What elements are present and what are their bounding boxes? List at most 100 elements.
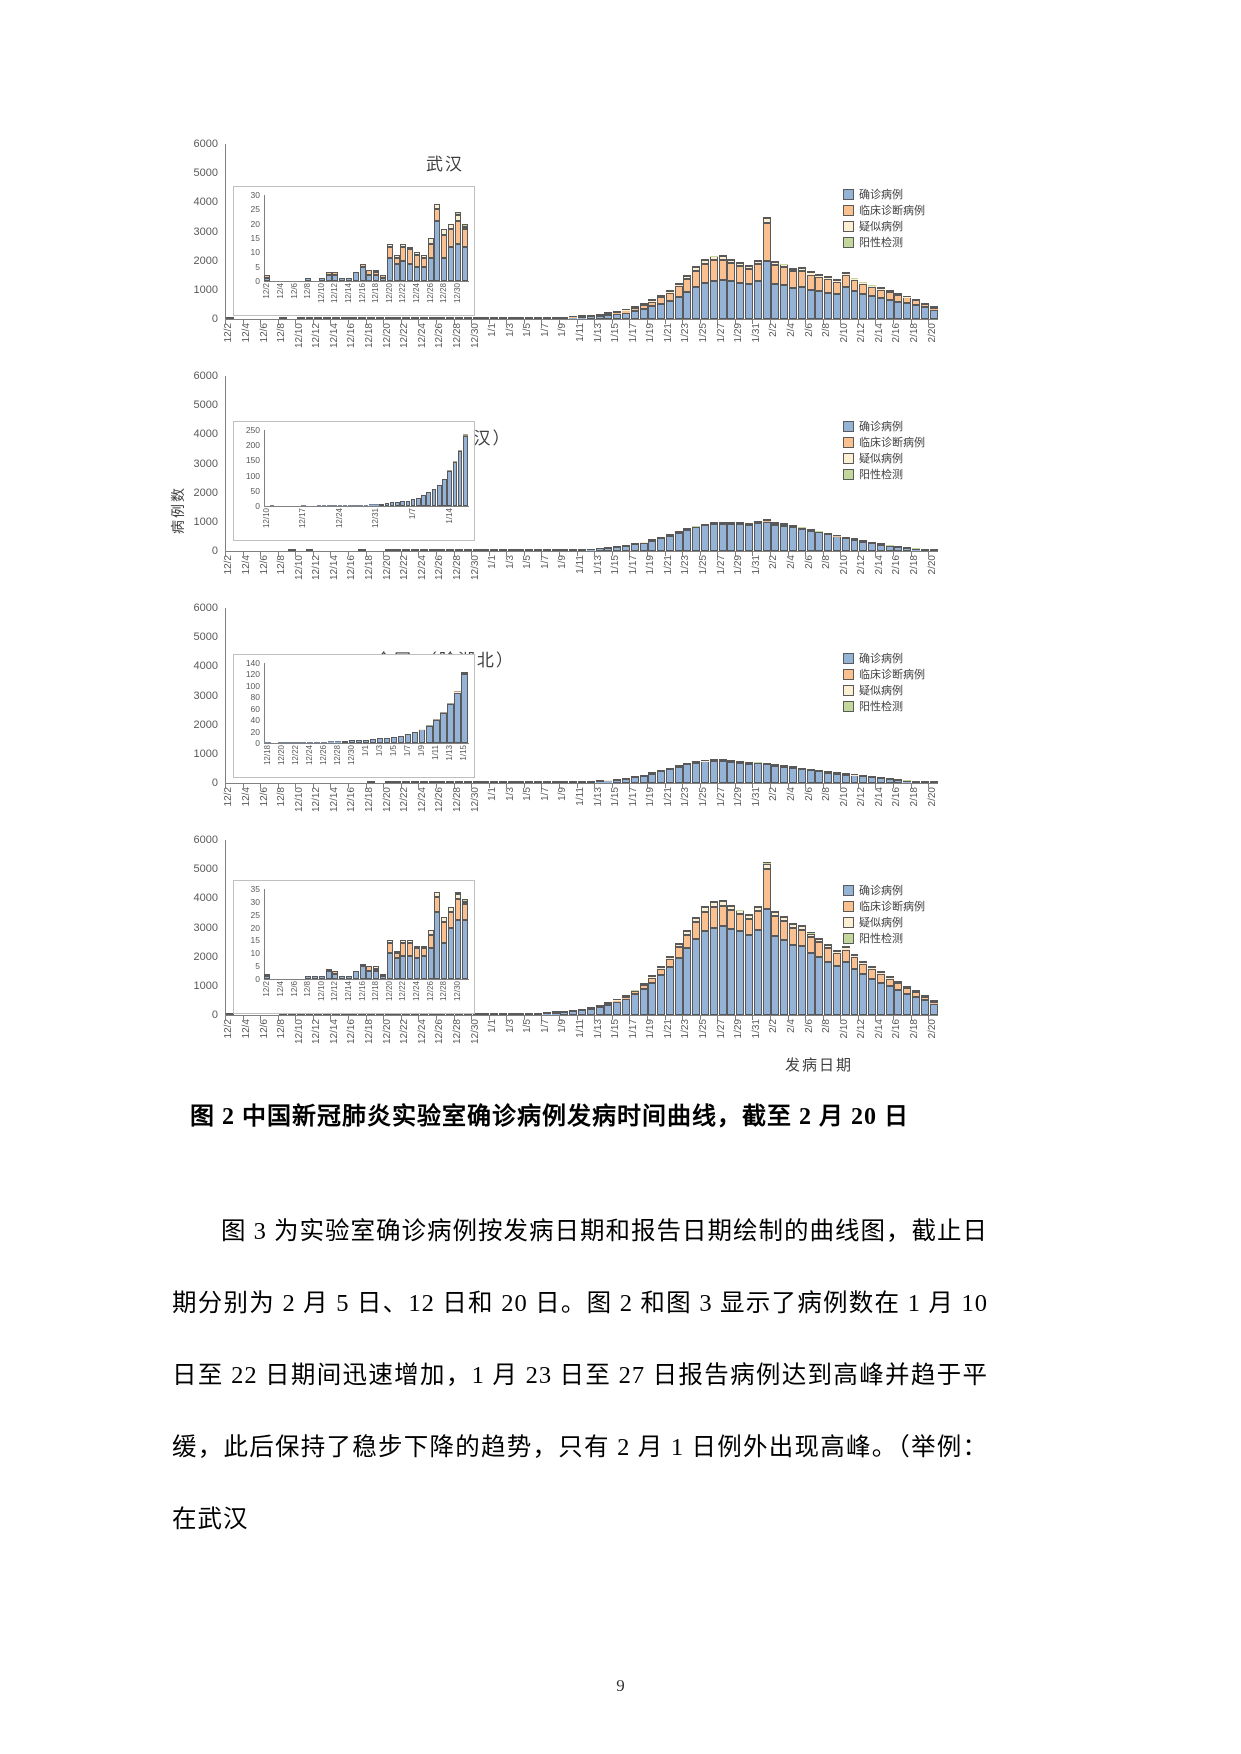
inset-bar-segment — [413, 958, 421, 979]
bar-segment — [753, 906, 762, 908]
bar — [384, 1013, 393, 1015]
bar-segment — [621, 777, 630, 779]
bar — [578, 781, 586, 783]
bar — [516, 1013, 525, 1015]
bar-segment — [709, 260, 718, 281]
bar-segment — [841, 961, 850, 1015]
inset-bar-segment — [358, 505, 364, 506]
bar — [454, 1013, 463, 1015]
bar — [446, 549, 455, 551]
bar-segment — [832, 949, 841, 951]
bar — [419, 549, 428, 551]
x-tick — [348, 320, 350, 324]
bar-segment — [621, 312, 630, 319]
bar-segment — [727, 522, 736, 524]
bar-segment — [551, 1011, 560, 1013]
x-tick-label: 1/15 — [610, 787, 622, 807]
x-tick — [805, 552, 807, 556]
bar — [542, 317, 551, 319]
inset-bar-segment — [441, 943, 448, 979]
x-tick — [822, 552, 824, 556]
legend-label: 阳性检测 — [859, 237, 903, 249]
bar-segment — [903, 987, 912, 994]
inset-bar-segment — [427, 258, 434, 281]
inset-bar-segment — [313, 741, 320, 743]
inset-x-tick-label: 12/30 — [452, 981, 462, 1002]
inset-bar-segment — [461, 226, 468, 230]
x-tick — [734, 784, 736, 788]
bar — [507, 781, 516, 783]
inset-bar-segment — [420, 255, 427, 259]
bar-segment — [674, 532, 683, 551]
bar-segment — [824, 961, 833, 1015]
bar-segment — [657, 968, 666, 976]
bar — [929, 781, 938, 783]
bar-segment — [674, 531, 683, 533]
legend-swatch — [843, 220, 854, 232]
bar-segment — [727, 263, 736, 282]
x-tick-label: 2/2 — [768, 555, 780, 569]
bar-segment — [727, 523, 736, 551]
bar-segment — [815, 956, 824, 1015]
bar-segment — [912, 298, 920, 300]
inset-y-tick: 20 — [250, 922, 260, 933]
bar-segment — [674, 286, 683, 297]
bar-segment — [815, 530, 824, 532]
inset-bar-segment — [393, 258, 400, 264]
x-tick-label: 1/13 — [592, 555, 604, 575]
x-tick-label: 1/19 — [645, 787, 657, 807]
bar-segment — [709, 759, 718, 760]
bar-segment — [912, 548, 920, 551]
inset-bar-segment — [426, 725, 433, 726]
bar-segment — [771, 523, 780, 525]
x-tick-label: 12/30 — [469, 323, 481, 349]
bar — [437, 317, 446, 319]
inset-bar-segment — [400, 243, 407, 247]
legend-item: 疑似病例 — [843, 450, 925, 466]
inset-bar-segment — [316, 505, 322, 506]
legend-swatch — [843, 884, 854, 896]
bar-segment — [920, 303, 929, 305]
bar-segment — [762, 520, 771, 522]
x-tick-label: 1/31 — [750, 1019, 762, 1039]
legend-label: 阳性检测 — [859, 933, 903, 945]
inset-bar-segment — [454, 692, 461, 743]
bar — [490, 781, 499, 783]
bar-segment — [841, 773, 850, 775]
bar-segment — [876, 287, 885, 289]
x-tick-label: 1/27 — [715, 787, 727, 807]
bar-segment — [727, 761, 736, 783]
bar — [481, 781, 490, 783]
bar-segment — [762, 762, 771, 764]
bar-segment — [815, 532, 824, 551]
x-tick — [225, 784, 226, 788]
bar-segment — [613, 778, 622, 780]
x-tick-label: 2/14 — [873, 555, 885, 575]
bar-segment — [692, 938, 701, 1015]
inset-bar-segment — [278, 742, 285, 743]
bar-segment — [718, 926, 727, 1015]
bar-segment — [718, 522, 727, 524]
bar — [419, 781, 428, 783]
inset-y-tick: 50 — [250, 485, 260, 496]
inset-bar-segment — [447, 703, 454, 705]
bar-segment — [736, 282, 745, 319]
x-tick-label: 1/3 — [504, 787, 516, 801]
inset-bar-segment — [415, 497, 421, 506]
bar-segment — [929, 309, 938, 319]
inset-bar-segment — [306, 741, 313, 743]
inset-bar-segment — [311, 976, 319, 979]
chart-title: 武汉 — [426, 155, 464, 174]
bar-segment — [630, 991, 639, 995]
bar-segment — [894, 981, 903, 983]
legend-label: 临床诊断病例 — [859, 205, 925, 217]
legend-label: 疑似病例 — [859, 685, 903, 697]
bar — [393, 317, 402, 319]
x-tick — [769, 1016, 771, 1020]
inset-bar-segment — [463, 434, 468, 436]
inset-bar-segment — [318, 976, 325, 979]
x-tick — [471, 1016, 473, 1020]
x-tick-label: 12/12 — [311, 555, 323, 581]
x-tick-label: 1/11 — [575, 323, 586, 342]
